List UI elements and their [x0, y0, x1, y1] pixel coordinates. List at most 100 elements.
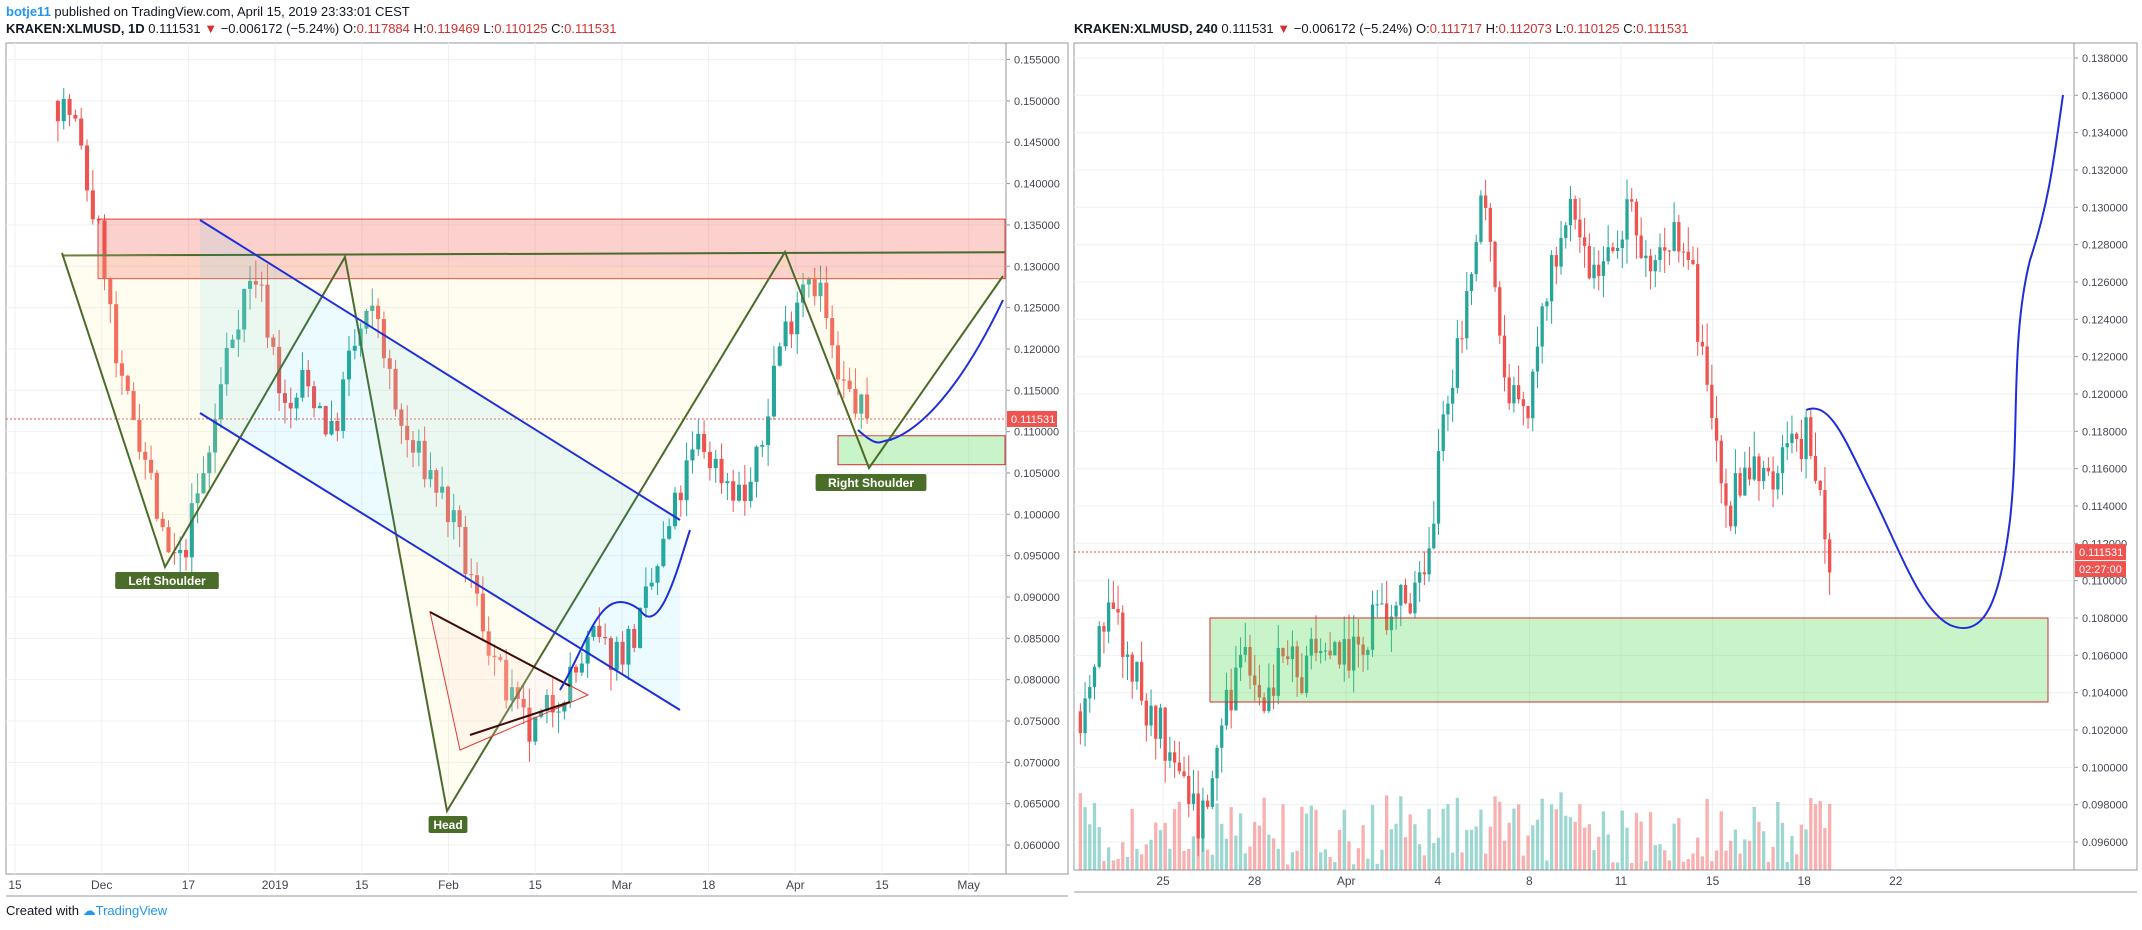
volume-bar — [1554, 809, 1558, 870]
candle-body — [1220, 725, 1224, 748]
volume-bar — [1092, 803, 1097, 870]
left-shoulder-label: Left Shoulder — [128, 574, 206, 588]
candle-body — [1493, 241, 1497, 288]
candle-body — [1620, 239, 1624, 248]
created-with-text: Created with — [6, 903, 79, 918]
left-open: 0.117884 — [356, 21, 410, 36]
neckline[interactable] — [61, 251, 1006, 257]
candle-body — [777, 346, 782, 366]
resistance-zone[interactable] — [97, 218, 1006, 280]
candle-body — [393, 368, 398, 410]
price-tick-label: 0.110000 — [1014, 427, 1059, 439]
candle-body — [1827, 539, 1832, 573]
volume-bar — [1201, 828, 1205, 870]
price-tick-label: 0.134000 — [2082, 128, 2128, 140]
candle-body — [1177, 762, 1181, 772]
candle-body — [1271, 687, 1276, 696]
candle-body — [568, 666, 573, 703]
head-and-shoulders-pattern[interactable] — [61, 249, 1004, 814]
channel-lower-line[interactable] — [199, 412, 681, 711]
price-tick-label: 0.106000 — [2082, 650, 2128, 662]
candle-body — [562, 702, 567, 712]
candle-body — [288, 402, 293, 409]
left-ticker[interactable]: KRAKEN:XLMUSD, 1D — [6, 21, 145, 36]
right-l-label: L: — [1555, 21, 1567, 36]
volume-bar — [1253, 821, 1257, 870]
candle-body — [1436, 451, 1441, 524]
volume-bar — [1191, 836, 1196, 870]
price-tick-label: 0.060000 — [1014, 840, 1060, 852]
wedge-upper-line[interactable] — [429, 611, 571, 687]
price-axis-left[interactable] — [1005, 42, 1069, 875]
candle-body — [346, 350, 352, 380]
volume-bar — [1597, 836, 1601, 870]
support-zone[interactable] — [1209, 617, 2049, 703]
candle-body — [539, 711, 544, 717]
candle-body — [381, 319, 386, 359]
volume-bar — [1549, 804, 1554, 870]
candle-body — [608, 638, 613, 670]
left-last: 0.111531 — [148, 21, 201, 36]
channel-upper-line[interactable] — [199, 219, 681, 521]
candle-body — [1201, 800, 1205, 839]
candle-body — [195, 493, 200, 504]
candle-body — [707, 451, 712, 469]
candle-body — [1747, 467, 1752, 480]
candle-body — [1738, 473, 1742, 496]
price-tick-label: 0.140000 — [1014, 179, 1060, 191]
volume-bar — [1667, 860, 1672, 870]
candle-body — [1648, 255, 1653, 272]
candle-body — [1634, 201, 1639, 236]
candle-body — [1450, 387, 1455, 404]
volume-bar — [1238, 813, 1243, 870]
candle-body — [1418, 572, 1422, 583]
volume-bar — [1413, 824, 1417, 870]
tradingview-link[interactable]: TradingView — [95, 903, 168, 918]
volume-bar — [1611, 862, 1615, 870]
price-tick-label: 0.130000 — [2082, 202, 2128, 214]
chart-pane-left[interactable] — [5, 42, 1007, 875]
chart-pane-right[interactable] — [1073, 42, 2075, 871]
volume-bar — [1276, 848, 1280, 870]
left-shoulder-label-box — [115, 572, 219, 589]
candle-body — [1281, 647, 1285, 657]
candle-body — [731, 481, 736, 501]
right-ticker[interactable]: KRAKEN:XLMUSD, 240 — [1074, 21, 1218, 36]
candle-body — [492, 655, 497, 658]
volume-bar — [1573, 821, 1577, 870]
candle-body — [1611, 247, 1615, 252]
candle-body — [1342, 639, 1346, 665]
volume-bar — [1564, 815, 1568, 870]
time-tick-label: 15 — [529, 878, 543, 892]
candle-body — [1818, 480, 1822, 490]
volume-bar — [1710, 861, 1714, 870]
volume-bar — [1620, 810, 1624, 870]
volume-bar — [1116, 858, 1120, 870]
author-link[interactable]: botje11 — [6, 4, 51, 19]
volume-bar — [1686, 858, 1690, 870]
candle-body — [760, 445, 765, 447]
candle-body — [841, 379, 846, 381]
candle-body — [1413, 582, 1417, 614]
volume-bar — [1427, 808, 1431, 870]
candle-body — [1568, 198, 1573, 226]
price-tick-label: 0.090000 — [1014, 592, 1060, 604]
candle-body — [352, 345, 357, 351]
candle-body — [1479, 195, 1483, 242]
projection-path — [559, 529, 691, 691]
candle-body — [742, 484, 747, 502]
volume-bar — [1644, 861, 1648, 870]
price-axis-right[interactable] — [2073, 42, 2138, 871]
time-tick-label: 15 — [355, 878, 369, 892]
volume-bar — [1766, 861, 1771, 870]
price-tick-label: 0.150000 — [1014, 96, 1060, 108]
candle-body — [207, 452, 212, 474]
candle-body — [1097, 626, 1101, 667]
wedge-lower-line[interactable] — [469, 701, 571, 736]
candle-body — [509, 687, 515, 701]
candle-body — [1092, 666, 1097, 688]
candle-body — [812, 279, 817, 297]
volume-bar — [1370, 804, 1375, 870]
volume-bar — [1804, 829, 1808, 870]
